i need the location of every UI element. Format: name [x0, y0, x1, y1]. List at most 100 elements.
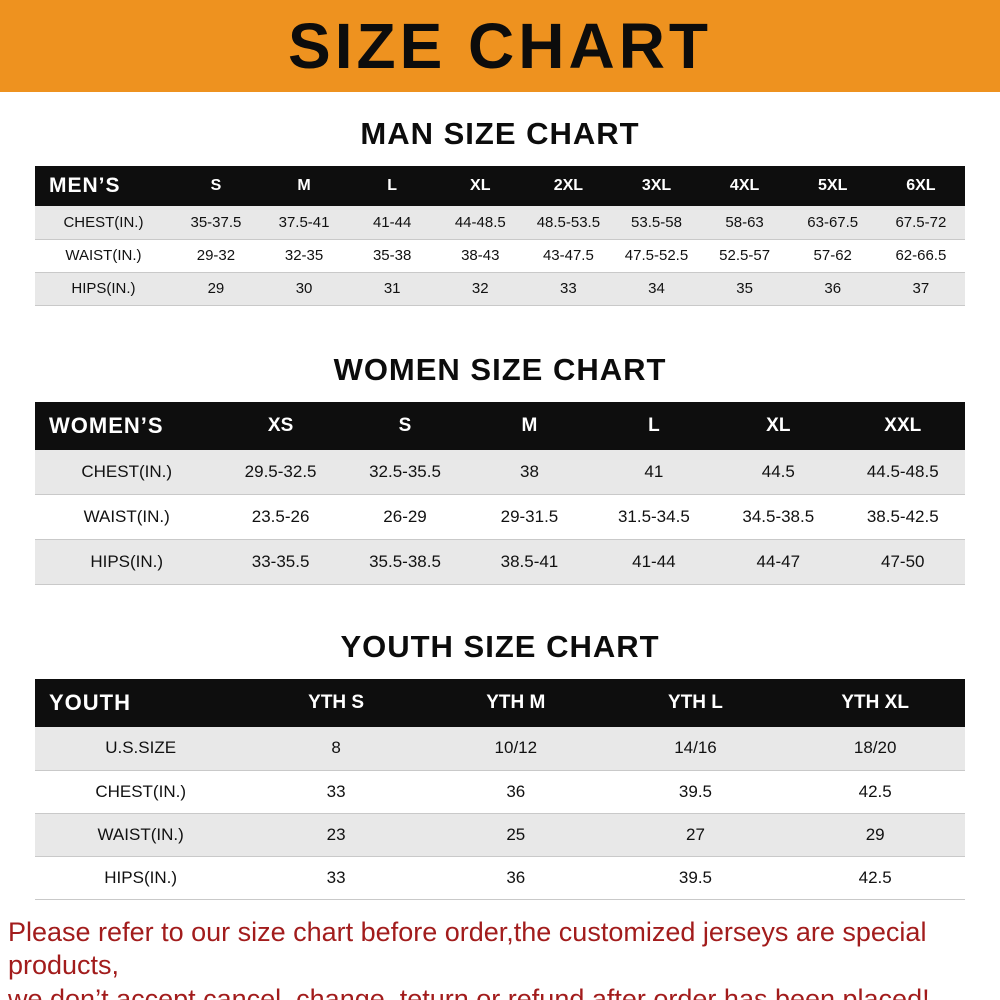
- size-value: 44-47: [756, 552, 801, 571]
- size-value: 14/16: [674, 738, 717, 758]
- note-line-1: Please refer to our size chart before or…: [8, 916, 927, 981]
- column-header: YTH L: [668, 692, 723, 713]
- size-value: 32: [471, 280, 489, 297]
- row-label: U.S.SIZE: [105, 738, 177, 758]
- youth-corner-label: YOUTH: [49, 690, 131, 715]
- size-value: 57-62: [813, 247, 852, 264]
- row-label: WAIST(IN.): [83, 507, 170, 526]
- table-row: HIPS(IN.) 33-35.5 35.5-38.5 38.5-41 41-44 44-…: [35, 539, 965, 585]
- youth-table-host: YOUTH YTH S YTH M YTH L YTH XL U.S.SIZE 8 10/12…: [35, 679, 965, 900]
- table-row: CHEST(IN.) 33 36 39.5 42.5: [35, 770, 965, 813]
- size-value: 41-44: [372, 213, 412, 231]
- row-label: HIPS(IN.): [71, 280, 136, 297]
- size-value: 10/12: [494, 738, 538, 758]
- column-header: 3XL: [641, 177, 672, 194]
- row-label: HIPS(IN.): [104, 867, 178, 887]
- table-row: WAIST(IN.) 23.5-26 26-29 29-31.5 31.5-34.5 34…: [35, 494, 965, 540]
- size-value: 41-44: [632, 552, 676, 571]
- size-value: 36: [824, 280, 842, 297]
- size-value: 29-32: [196, 247, 236, 264]
- size-value: 67.5-72: [895, 213, 947, 231]
- section-youth-size-chart: YOUTH SIZE CHART YOUTH YTH S YTH M YTH L YTH…: [0, 585, 1000, 900]
- size-value: 23.5-26: [251, 507, 310, 526]
- column-header: S: [398, 414, 412, 436]
- size-value: 29: [865, 824, 885, 844]
- table-row: CHEST(IN.) 35-37.5 37.5-41 41-44 44-48.5 48.5…: [35, 206, 965, 239]
- size-value: 53.5-58: [631, 213, 682, 231]
- size-value: 47-50: [881, 552, 925, 571]
- row-label: WAIST(IN.): [97, 824, 184, 844]
- banner: SIZE CHART: [0, 0, 1000, 92]
- size-value: 44.5-48.5: [866, 461, 939, 481]
- row-label: CHEST(IN.): [63, 213, 144, 231]
- youth-header-row: YOUTH YTH S YTH M YTH L YTH XL: [35, 679, 965, 727]
- size-value: 26-29: [383, 507, 427, 526]
- size-value: 38-43: [461, 247, 500, 264]
- size-value: 35-38: [372, 247, 412, 264]
- size-value: 42.5: [858, 867, 892, 887]
- size-value: 29.5-32.5: [244, 461, 317, 481]
- size-value: 44-48.5: [454, 213, 506, 231]
- size-value: 35: [736, 280, 753, 297]
- table-row: WAIST(IN.) 23 25 27 29: [35, 813, 965, 856]
- table-row: U.S.SIZE 8 10/12 14/16 18/20: [35, 727, 965, 770]
- men-section-title: MAN SIZE CHART: [360, 116, 640, 151]
- row-label: HIPS(IN.): [90, 552, 164, 571]
- row-label: CHEST(IN.): [81, 461, 173, 481]
- size-value: 8: [331, 738, 341, 758]
- size-value: 33: [560, 280, 577, 297]
- size-value: 33-35.5: [251, 552, 310, 571]
- column-header: 6XL: [906, 177, 936, 194]
- table-row: WAIST(IN.) 29-32 32-35 35-38 38-43 43-47.5 47.…: [35, 239, 965, 272]
- size-value: 37.5-41: [278, 213, 330, 231]
- women-corner-label: WOMEN’S: [49, 412, 164, 438]
- men-size-table: MEN’S S M L XL 2XL 3XL 4XL 5XL 6XL CHEST(IN.) 35-37…: [35, 166, 965, 306]
- column-header: 2XL: [553, 177, 584, 194]
- table-row: HIPS(IN.) 29 30 31 32 33 34 35 36 37: [35, 272, 965, 305]
- women-table-host: WOMEN’S XS S M L XL XXL CHEST(IN.) 29.5-32.5 32.5…: [35, 401, 965, 586]
- men-table-host: MEN’S S M L XL 2XL 3XL 4XL 5XL 6XL CHEST(IN.) 35-37…: [35, 166, 965, 306]
- size-value: 23: [326, 824, 346, 844]
- note-line-2: we don’t accept cancel, change, teturn o…: [8, 984, 930, 1000]
- size-value: 44.5: [761, 461, 795, 481]
- size-value: 34.5-38.5: [742, 507, 815, 526]
- column-header: L: [387, 177, 398, 194]
- size-value: 30: [295, 280, 313, 297]
- size-value: 62-66.5: [895, 247, 947, 264]
- column-header: YTH M: [486, 692, 546, 713]
- column-header: YTH S: [308, 692, 365, 713]
- men-header-row: MEN’S S M L XL 2XL 3XL 4XL 5XL 6XL: [35, 166, 965, 206]
- size-value: 47.5-52.5: [624, 247, 689, 264]
- size-value: 38.5-42.5: [866, 507, 939, 526]
- column-header: 4XL: [729, 177, 760, 194]
- size-value: 58-63: [725, 213, 764, 231]
- size-value: 36: [506, 781, 526, 801]
- column-header: M: [297, 177, 311, 194]
- youth-size-table: YOUTH YTH S YTH M YTH L YTH XL U.S.SIZE 8 10/12…: [35, 679, 965, 900]
- table-row: CHEST(IN.) 29.5-32.5 32.5-35.5 38 41 44.5 44.5…: [35, 449, 965, 495]
- size-value: 38.5-41: [500, 552, 559, 571]
- size-value: 39.5: [678, 867, 713, 887]
- size-value: 37: [912, 280, 930, 297]
- column-header: L: [648, 414, 660, 436]
- size-value: 42.5: [858, 781, 892, 801]
- column-header: YTH XL: [841, 692, 909, 713]
- youth-section-title: YOUTH SIZE CHART: [340, 629, 660, 664]
- men-corner-label: MEN’S: [49, 174, 121, 197]
- size-value: 63-67.5: [807, 213, 859, 231]
- size-value: 31.5-34.5: [617, 507, 690, 526]
- table-row: HIPS(IN.) 33 36 39.5 42.5: [35, 856, 965, 899]
- size-value: 35-37.5: [190, 213, 242, 231]
- column-header: XS: [267, 414, 294, 436]
- section-men-size-chart: MAN SIZE CHART MEN’S S M L XL 2XL 3XL 4XL 5XL 6XL…: [0, 92, 1000, 306]
- size-value: 35.5-38.5: [369, 552, 441, 571]
- footer-note: Please refer to our size chart before or…: [8, 916, 992, 1000]
- size-value: 27: [686, 824, 705, 844]
- column-header: M: [521, 414, 538, 436]
- size-value: 31: [383, 280, 401, 297]
- size-value: 39.5: [678, 781, 713, 801]
- size-value: 52.5-57: [719, 247, 771, 264]
- size-value: 32-35: [284, 247, 324, 264]
- size-value: 36: [506, 867, 526, 887]
